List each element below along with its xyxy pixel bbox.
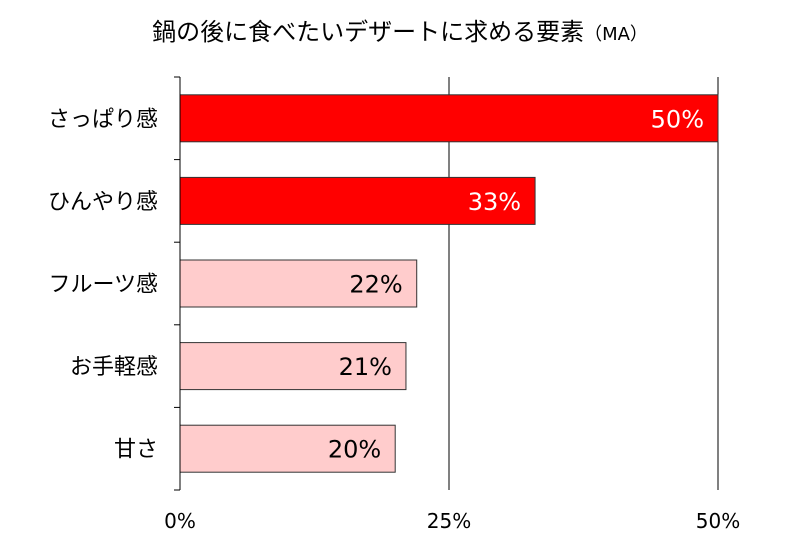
data-label-0: 50%	[651, 105, 704, 133]
chart-title-suffix: （MA）	[584, 24, 648, 45]
x-tick-label-0: 0%	[164, 509, 196, 533]
data-label-4: 20%	[328, 436, 381, 464]
data-label-2: 22%	[349, 271, 402, 299]
bar-1	[179, 176, 536, 225]
category-label-4: 甘さ	[114, 438, 158, 463]
category-label-2: フルーツ感	[48, 273, 158, 298]
x-tick-label-1: 25%	[427, 509, 471, 533]
category-label-1: ひんやり感	[48, 190, 158, 215]
data-label-1: 33%	[468, 188, 521, 216]
bar-3	[179, 342, 407, 391]
data-label-3: 21%	[339, 353, 392, 381]
x-tick-label-2: 50%	[696, 509, 740, 533]
bar-2	[179, 259, 418, 308]
chart-title: 鍋の後に食べたいデザートに求める要素（MA）	[0, 12, 800, 47]
category-label-3: お手軽感	[70, 355, 158, 380]
bar-0	[179, 94, 719, 143]
category-label-0: さっぱり感	[48, 107, 158, 132]
chart-title-main: 鍋の後に食べたいデザートに求める要素	[152, 18, 585, 46]
